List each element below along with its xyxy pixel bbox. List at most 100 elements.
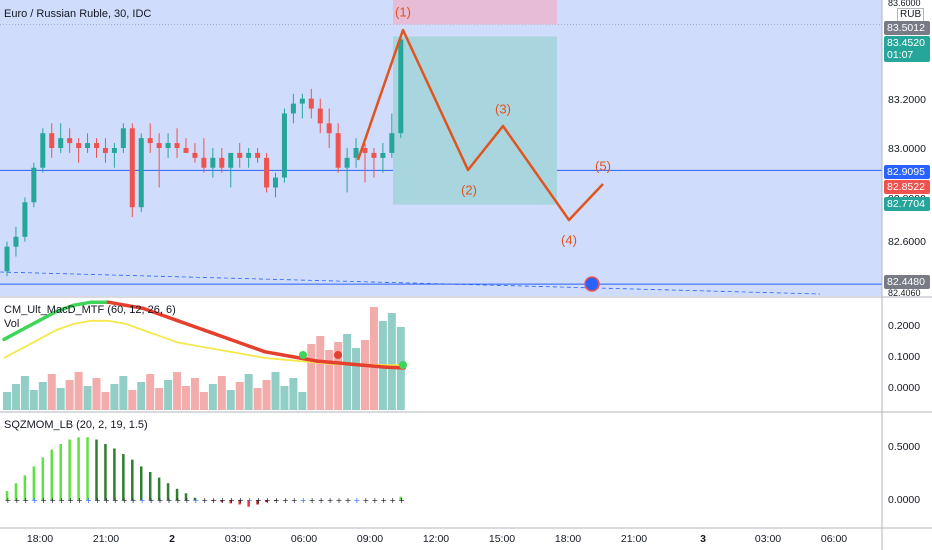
wave-path	[356, 28, 604, 222]
price-tag: 82.8522	[884, 180, 930, 194]
event-marker	[584, 276, 600, 292]
candle-body	[49, 133, 55, 148]
squeeze-indicator-title[interactable]: SQZMOM_LB (20, 2, 19, 1.5)	[4, 419, 148, 431]
price-tick-top: 83.6000	[888, 0, 921, 8]
squeeze-dot: +	[398, 496, 405, 505]
macd-line-segment	[54, 303, 76, 314]
squeeze-dot: +	[380, 496, 387, 505]
time-tick: 21:00	[620, 533, 648, 545]
time-tick: 18:00	[26, 533, 54, 545]
volume-bar	[298, 392, 307, 410]
candle-body	[22, 202, 28, 237]
volume-bar	[226, 390, 235, 410]
candle-body	[281, 113, 287, 178]
volume-bar	[3, 392, 11, 410]
macd-line-segment	[280, 353, 302, 360]
squeeze-dot: +	[371, 496, 378, 505]
macd-tick: 0.1000	[888, 351, 921, 363]
candle-body	[129, 128, 135, 208]
volume-bar	[128, 390, 137, 410]
squeeze-dot: +	[389, 496, 396, 505]
macd-tick: 0.0000	[888, 382, 921, 394]
last-price: 83.4520	[887, 37, 925, 49]
stop-zone	[393, 0, 557, 25]
candle-body	[237, 152, 243, 158]
volume-bar	[11, 384, 20, 410]
candle-body	[335, 133, 341, 168]
squeeze-dot: +	[219, 496, 226, 505]
volume-bar	[38, 382, 47, 410]
macd-line-segment	[228, 337, 250, 348]
candle-body	[398, 39, 404, 134]
wave-label-3: (3)	[495, 101, 511, 117]
squeeze-dot: +	[49, 496, 56, 505]
macd-line-segment	[367, 364, 389, 370]
volume-bar	[217, 376, 226, 410]
macd-line-segment	[37, 309, 58, 323]
macd-line-segment	[245, 343, 267, 354]
macd-line-segment	[2, 328, 24, 342]
candle-body	[183, 148, 189, 153]
macd-line-segment	[350, 362, 372, 368]
volume-bar	[307, 344, 316, 410]
candle-body	[138, 138, 144, 208]
macd-line-segment	[141, 306, 163, 317]
squeeze-dot: +	[363, 496, 370, 505]
candle-body	[264, 157, 270, 188]
volume-bar	[190, 378, 199, 410]
candle-body	[85, 143, 91, 148]
squeeze-dot: +	[76, 496, 83, 505]
last-price-tag: 83.4520 01:07	[884, 36, 930, 62]
macd-line-segment	[106, 300, 128, 308]
macd-indicator-title[interactable]: CM_Ult_MacD_MTF (60, 12, 26, 6)	[4, 304, 176, 316]
volume-indicator-title[interactable]: Vol	[4, 318, 20, 330]
squeeze-dot: +	[175, 496, 182, 505]
volume-bar	[74, 372, 83, 410]
squeeze-dot: +	[85, 496, 92, 505]
macd-line-segment	[193, 325, 215, 335]
squeeze-dot: +	[139, 496, 146, 505]
squeeze-dot: +	[166, 496, 173, 505]
macd-line-segment	[71, 300, 93, 308]
candle-body	[192, 152, 198, 158]
squeeze-dot: +	[31, 496, 38, 505]
time-tick: 18:00	[554, 533, 582, 545]
volume-bar	[110, 384, 119, 410]
wave-label-4: (4)	[561, 232, 577, 248]
price-tick: 82.6000	[888, 236, 926, 248]
squeeze-dot: +	[228, 496, 235, 505]
squeeze-dot: +	[237, 496, 244, 505]
volume-bar	[289, 378, 298, 410]
candle-body	[317, 108, 323, 124]
squeeze-dot: +	[148, 496, 155, 505]
squeeze-tick: 0.5000	[888, 441, 921, 453]
volume-bar	[83, 386, 92, 410]
macd-line-segment	[158, 312, 180, 323]
volume-bar	[137, 382, 146, 410]
squeeze-dot: +	[130, 496, 137, 505]
squeeze-dot: +	[5, 496, 12, 505]
candle-body	[210, 157, 216, 168]
candle-body	[120, 128, 126, 148]
candle-body	[290, 103, 296, 114]
candles	[4, 34, 404, 277]
squeeze-dot: +	[13, 496, 20, 505]
volume-bar	[387, 313, 396, 410]
volume-bar	[92, 378, 101, 410]
volume-bar	[361, 340, 369, 410]
currency-badge[interactable]: RUB	[897, 8, 925, 22]
candle-body	[389, 133, 395, 153]
squeeze-dot: +	[201, 496, 208, 505]
macd-pane	[2, 300, 407, 410]
volume-bar	[164, 380, 173, 410]
candle-body	[76, 143, 82, 148]
candle-body	[362, 148, 368, 153]
candle-body	[326, 123, 332, 134]
squeeze-pane: + + + + + + + + + + + + + + + + + + + + + + + + + + + + + + + + + + + + + + + +…	[5, 437, 405, 507]
volume-bar	[208, 384, 217, 410]
volume-bar	[235, 382, 244, 410]
price-tick: 83.0000	[888, 143, 926, 155]
squeeze-dot: +	[192, 496, 199, 505]
macd-line-segment	[315, 359, 337, 365]
